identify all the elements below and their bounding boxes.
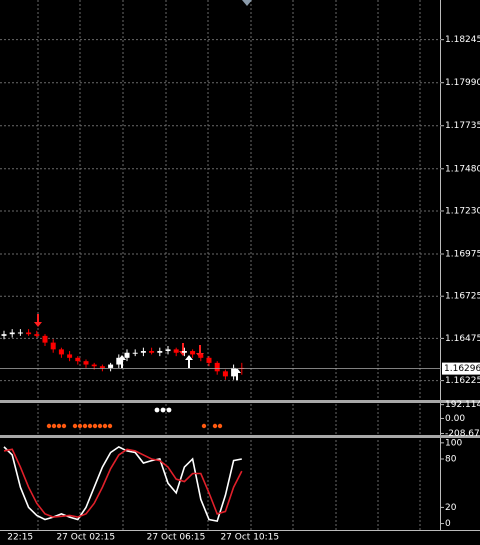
stochastic-line (3, 445, 242, 523)
y-tick-label: 1.16225 (445, 376, 480, 386)
y-tick-label: 80 (445, 454, 457, 464)
x-tick-label: 27 Oct 06:15 (147, 533, 206, 543)
y-tick-label: 1.17230 (445, 206, 480, 216)
y-tick-label: 1.16475 (445, 334, 480, 344)
y-tick-label: 100 (445, 438, 462, 448)
candle-body (231, 367, 237, 377)
candle-body (34, 334, 40, 336)
x-tick-label: 27 Oct 10:15 (220, 533, 279, 543)
signal-dot (82, 423, 88, 429)
current-price-label: 1.16296 (444, 364, 480, 374)
y-tick-label: 0.00 (445, 414, 465, 424)
y-tick-label: -208.6701 (445, 429, 480, 439)
signal-dot (61, 423, 67, 429)
signal-dot (92, 423, 98, 429)
candle-body (1, 334, 7, 336)
signal-dot (72, 423, 78, 429)
signal-dot (201, 423, 207, 429)
panel-separator (0, 435, 480, 438)
y-tick-label: 1.16975 (445, 250, 480, 260)
sell-arrow (179, 343, 187, 356)
candle-body (75, 357, 81, 362)
candle-body (83, 361, 89, 365)
buy-arrow (185, 355, 193, 368)
candle-body (181, 351, 187, 353)
candle-body (50, 342, 56, 350)
candle-body (214, 362, 220, 372)
y-tick-label: 1.17480 (445, 164, 480, 174)
candle-body (116, 357, 122, 365)
y-tick-label: 20 (445, 503, 457, 513)
y-tick-label: 1.18245 (445, 35, 480, 45)
signal-dot (154, 407, 160, 413)
signal-dot (102, 423, 108, 429)
x-tick-label: 27 Oct 02:15 (56, 533, 115, 543)
signal-dot (56, 423, 62, 429)
candle-body (132, 352, 138, 354)
candle-body (198, 354, 204, 358)
signal-dot (87, 423, 93, 429)
candle-body (206, 357, 212, 363)
candle-body (165, 349, 171, 352)
signal-dot (217, 423, 223, 429)
panel-separator (0, 400, 480, 403)
y-tick-label: 1.17735 (445, 121, 480, 131)
signal-dot (212, 423, 218, 429)
candle-body (190, 351, 196, 355)
candle-body (157, 351, 163, 353)
signal-dot (97, 423, 103, 429)
candle-body (67, 354, 73, 358)
signal-dot (46, 423, 52, 429)
y-tick-label: 1.17990 (445, 78, 480, 88)
signal-dot (77, 423, 83, 429)
candle-body (42, 335, 48, 343)
candle-body (58, 349, 64, 355)
signal-dot (160, 407, 166, 413)
shift-marker (242, 0, 252, 6)
candle-body (124, 352, 130, 358)
candle-body (173, 349, 179, 353)
y-tick-label: 1.16725 (445, 292, 480, 302)
y-tick-label: 192.1141 (445, 400, 480, 410)
candle-body (17, 332, 23, 334)
signal-dot (166, 407, 172, 413)
sell-arrow (34, 314, 42, 327)
candle-body (99, 366, 105, 368)
stochastic-line (3, 448, 243, 518)
candle-body (9, 332, 15, 335)
candle-body (140, 351, 146, 353)
signal-dot (51, 423, 57, 429)
candle-body (149, 351, 155, 353)
y-tick-label: 0 (445, 519, 451, 529)
signal-dots (46, 407, 223, 429)
candle-body (91, 364, 97, 367)
candle-body (108, 364, 114, 368)
candle-body (26, 332, 32, 335)
vertical-grid (37, 0, 421, 530)
signal-dot (107, 423, 113, 429)
x-tick-label: 22:15 (7, 533, 33, 543)
current-price-box (442, 362, 480, 375)
candle-body (222, 371, 228, 377)
